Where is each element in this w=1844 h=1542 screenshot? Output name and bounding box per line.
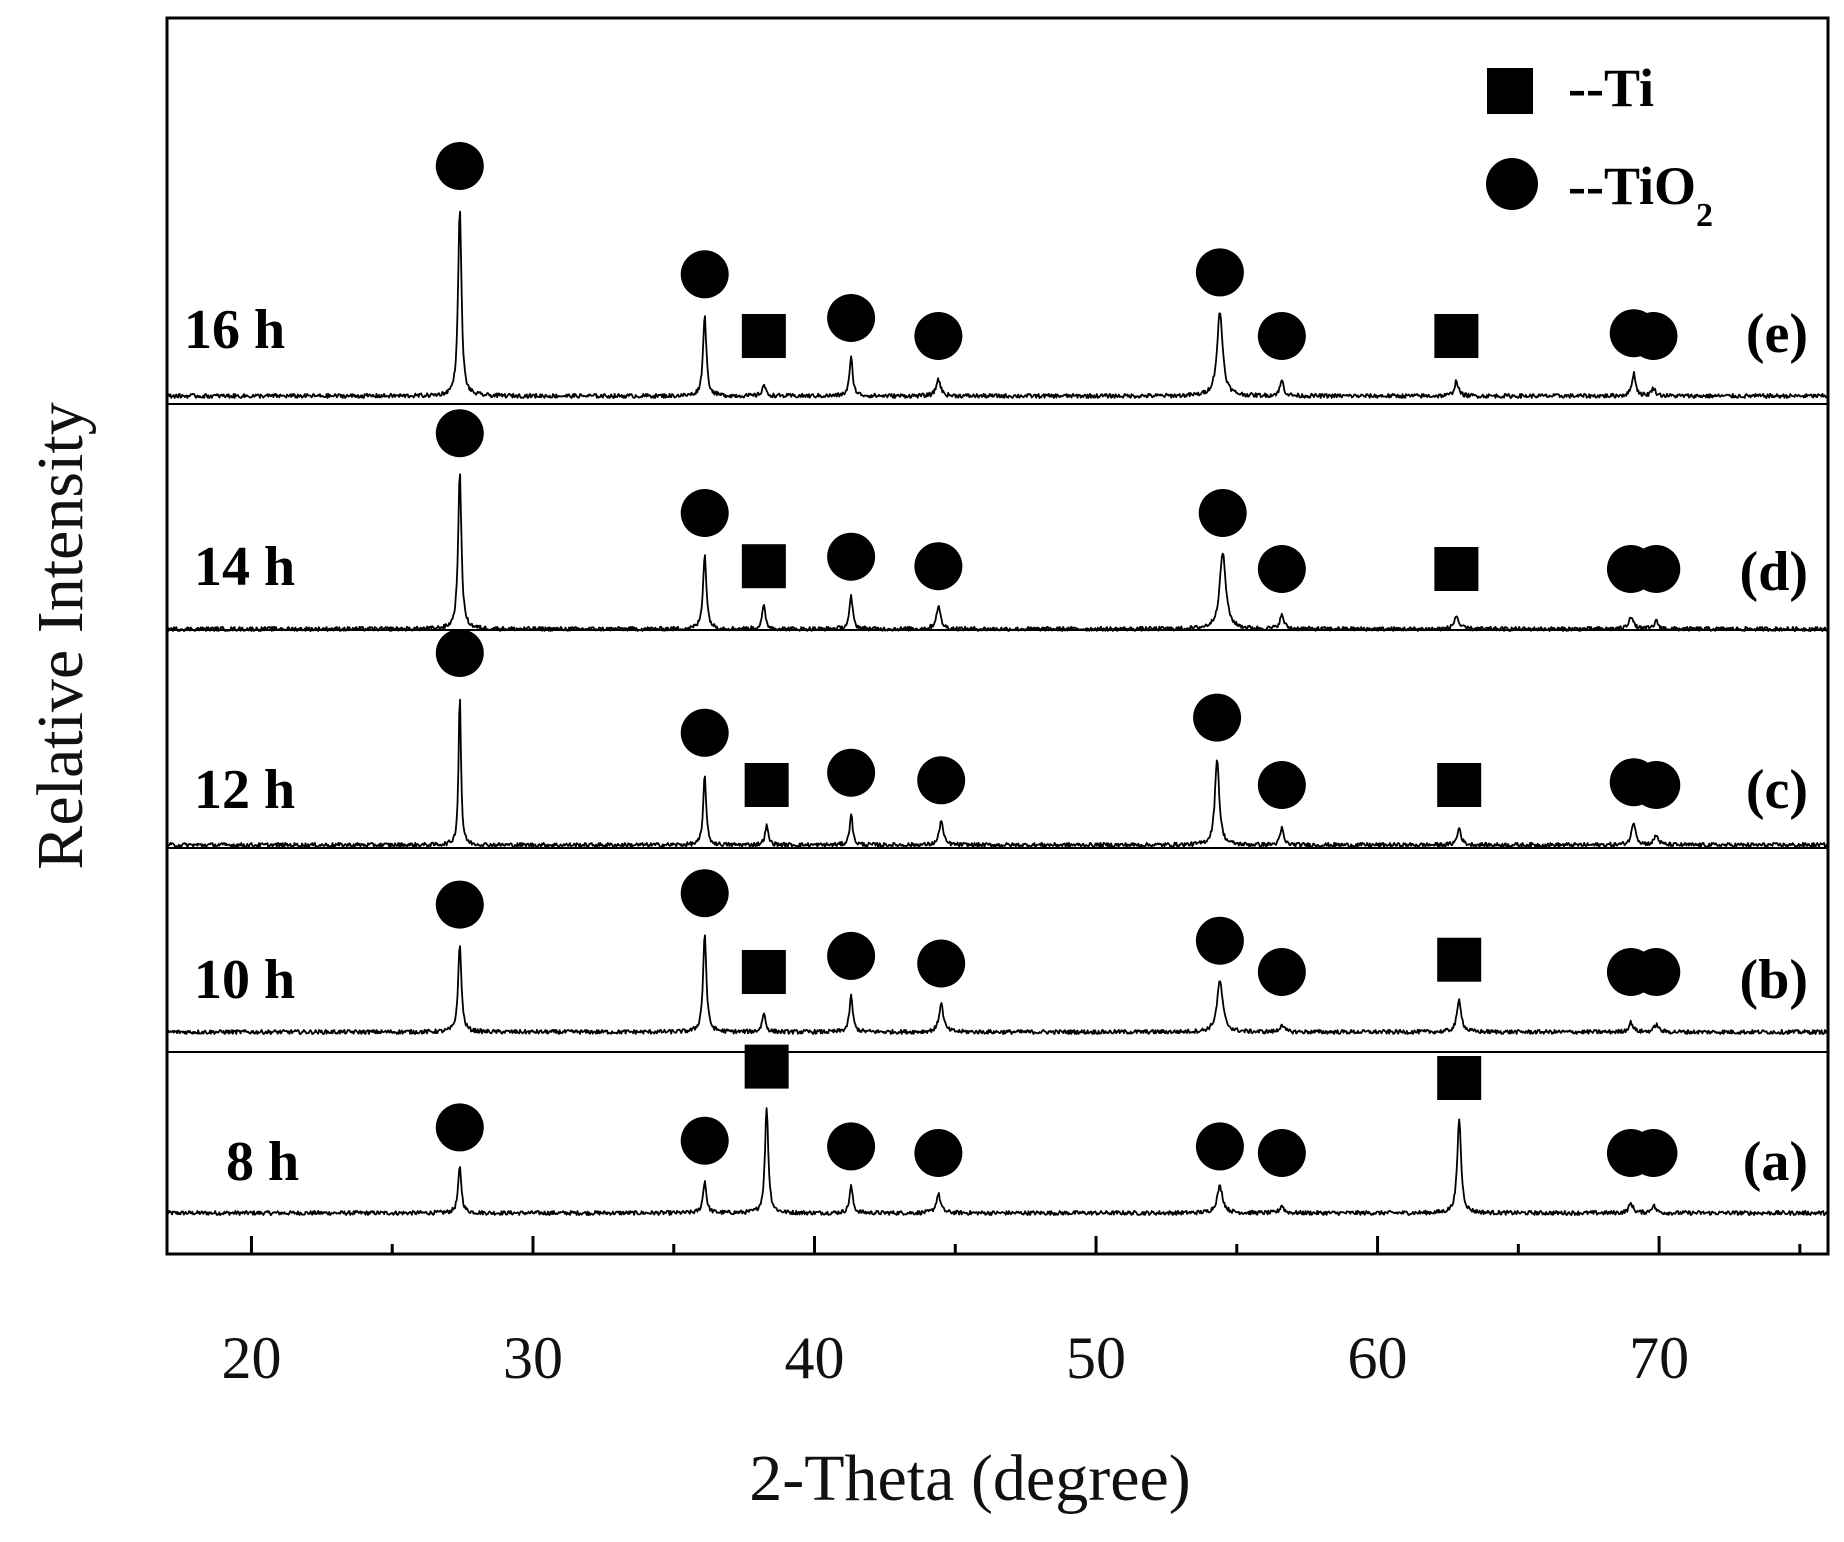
ti-peak-marker bbox=[741, 314, 786, 358]
tio2-peak-marker bbox=[1257, 312, 1306, 360]
trace-label-group: 8 h (a) 10 h (b) 12 h (c) 14 h (d) 16 h (e) bbox=[184, 299, 1808, 1193]
plot-frame bbox=[165, 16, 1830, 1256]
tio2-peak-marker bbox=[435, 142, 484, 190]
legend-tio2-subscript: 2 bbox=[1696, 197, 1713, 234]
legend-circle-marker bbox=[1486, 158, 1538, 210]
tio2-peak-marker bbox=[435, 409, 484, 458]
x-axis-tick-labels: 20 30 40 50 60 70 bbox=[221, 1325, 1689, 1391]
trace-letter-label: (d) bbox=[1740, 541, 1808, 603]
peak-marker-group bbox=[435, 142, 1681, 1177]
tio2-peak-marker bbox=[680, 708, 729, 757]
ti-peak-marker bbox=[1437, 937, 1482, 982]
ti-peak-marker bbox=[744, 763, 789, 807]
tio2-peak-marker bbox=[827, 748, 876, 797]
trace-letter-label: (b) bbox=[1740, 949, 1808, 1011]
tio2-peak-marker bbox=[435, 629, 484, 677]
ti-peak-marker bbox=[1434, 547, 1479, 591]
legend: --Ti --TiO2 bbox=[1486, 58, 1713, 234]
legend-square-marker bbox=[1487, 68, 1533, 114]
legend-ti-label: --Ti bbox=[1568, 58, 1654, 118]
tio2-peak-marker bbox=[680, 1116, 729, 1165]
tio2-peak-marker bbox=[1198, 489, 1247, 537]
ti-peak-marker bbox=[741, 544, 786, 589]
tio2-peak-marker bbox=[1629, 1129, 1678, 1177]
tio2-peak-marker bbox=[1632, 948, 1681, 996]
trace-time-label: 8 h bbox=[226, 1131, 299, 1193]
tio2-peak-marker bbox=[435, 880, 484, 929]
ti-peak-marker bbox=[1434, 314, 1479, 358]
ti-peak-marker bbox=[1437, 1056, 1482, 1100]
ti-peak-marker bbox=[741, 950, 786, 994]
ti-peak-marker bbox=[1437, 763, 1482, 807]
tio2-peak-marker bbox=[1193, 693, 1242, 742]
tio2-peak-marker bbox=[435, 1103, 484, 1152]
tio2-peak-marker bbox=[917, 939, 966, 988]
tio2-peak-marker bbox=[914, 312, 963, 360]
tio2-peak-marker bbox=[914, 542, 963, 591]
legend-tio2-label: --TiO2 bbox=[1568, 156, 1713, 234]
x-tick-label: 50 bbox=[1066, 1325, 1126, 1391]
xrd-trace-5 bbox=[166, 210, 1828, 399]
tio2-peak-marker bbox=[1195, 248, 1244, 297]
tio2-peak-marker bbox=[1257, 761, 1306, 809]
tio2-peak-marker bbox=[1257, 545, 1306, 593]
tio2-peak-marker bbox=[1195, 916, 1244, 965]
x-tick-label: 70 bbox=[1629, 1325, 1689, 1391]
tio2-peak-marker bbox=[680, 869, 729, 918]
tio2-peak-marker bbox=[1632, 545, 1681, 593]
xrd-trace-3 bbox=[166, 698, 1829, 848]
tio2-peak-marker bbox=[680, 250, 729, 299]
x-tick-label: 20 bbox=[221, 1325, 281, 1391]
tio2-peak-marker bbox=[827, 1122, 876, 1171]
tio2-peak-marker bbox=[1195, 1122, 1244, 1171]
trace-time-label: 14 h bbox=[194, 536, 295, 598]
tio2-peak-marker bbox=[1257, 948, 1306, 996]
x-tick-label: 60 bbox=[1348, 1325, 1408, 1391]
tio2-peak-marker bbox=[914, 1129, 963, 1177]
y-axis-title: Relative Intensity bbox=[24, 402, 97, 869]
trace-letter-label: (a) bbox=[1743, 1131, 1808, 1193]
trace-time-label: 12 h bbox=[194, 759, 295, 821]
trace-group bbox=[166, 210, 1829, 1216]
xrd-trace-4 bbox=[166, 473, 1829, 632]
x-axis-title: 2-Theta (degree) bbox=[749, 1442, 1191, 1515]
tio2-peak-marker bbox=[1257, 1129, 1306, 1177]
ti-peak-marker bbox=[744, 1044, 789, 1089]
tio2-peak-marker bbox=[827, 294, 876, 342]
tio2-peak-marker bbox=[917, 756, 966, 805]
xrd-trace-1 bbox=[166, 1107, 1828, 1216]
trace-letter-label: (e) bbox=[1746, 303, 1808, 365]
x-tick-label: 40 bbox=[785, 1325, 845, 1391]
tio2-peak-marker bbox=[827, 532, 876, 581]
xrd-trace-2 bbox=[166, 934, 1828, 1035]
tio2-peak-marker bbox=[827, 931, 876, 980]
legend-tio2-main: --TiO bbox=[1568, 156, 1696, 216]
trace-letter-label: (c) bbox=[1746, 759, 1808, 821]
trace-time-label: 16 h bbox=[184, 299, 285, 361]
tio2-peak-marker bbox=[680, 489, 729, 537]
tio2-peak-marker bbox=[1632, 761, 1681, 809]
x-tick-label: 30 bbox=[503, 1325, 563, 1391]
tio2-peak-marker bbox=[1629, 312, 1678, 360]
x-axis-ticks bbox=[249, 1236, 1802, 1254]
trace-time-label: 10 h bbox=[194, 949, 295, 1011]
